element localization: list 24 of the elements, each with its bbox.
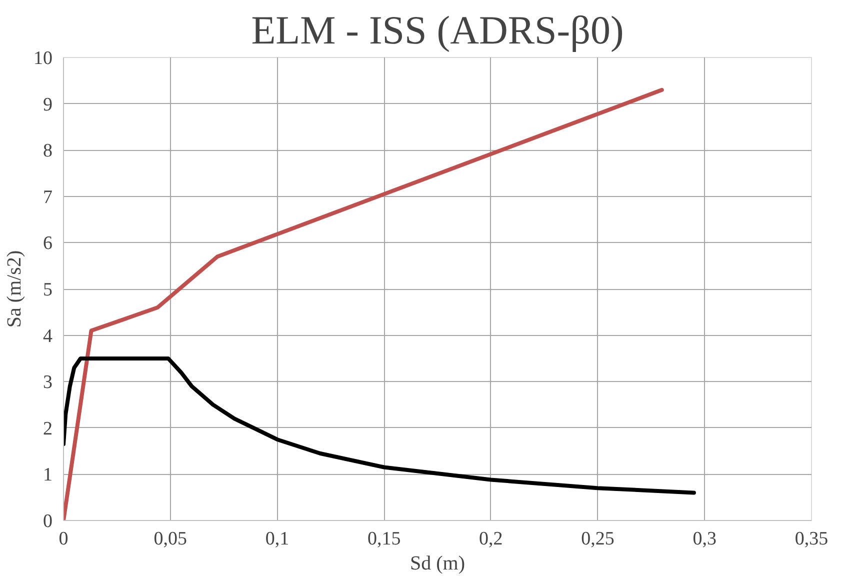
y-tick-label: 9 bbox=[43, 94, 52, 116]
y-tick-label: 7 bbox=[43, 186, 52, 208]
y-tick-label: 1 bbox=[43, 464, 52, 486]
x-tick-label: 0,05 bbox=[154, 528, 187, 550]
line-series bbox=[64, 356, 696, 495]
y-axis-title: Sa (m/s2) bbox=[4, 250, 26, 328]
y-tick-label: 2 bbox=[43, 418, 52, 440]
y-tick-label: 3 bbox=[43, 372, 52, 394]
line-series bbox=[64, 88, 664, 520]
x-tick-label: 0 bbox=[58, 528, 68, 550]
x-tick-label: 0,2 bbox=[479, 528, 503, 550]
x-axis-title: Sd (m) bbox=[410, 552, 465, 574]
y-tick-label: 6 bbox=[43, 233, 52, 254]
y-tick-label: 10 bbox=[34, 48, 52, 69]
x-tick-label: 0,25 bbox=[581, 528, 614, 550]
y-tick-label: 8 bbox=[43, 140, 52, 162]
x-tick-label: 0,35 bbox=[794, 528, 828, 550]
x-tick-label: 0,15 bbox=[367, 528, 401, 550]
y-tick-label: 4 bbox=[43, 326, 53, 347]
chart-title: ELM - ISS (ADRS-β0) bbox=[251, 8, 624, 52]
y-tick-label: 5 bbox=[43, 280, 52, 300]
x-tick-label: 0,3 bbox=[692, 528, 717, 550]
y-tick-label: 0 bbox=[43, 511, 52, 532]
x-tick-label: 0,1 bbox=[265, 528, 290, 550]
